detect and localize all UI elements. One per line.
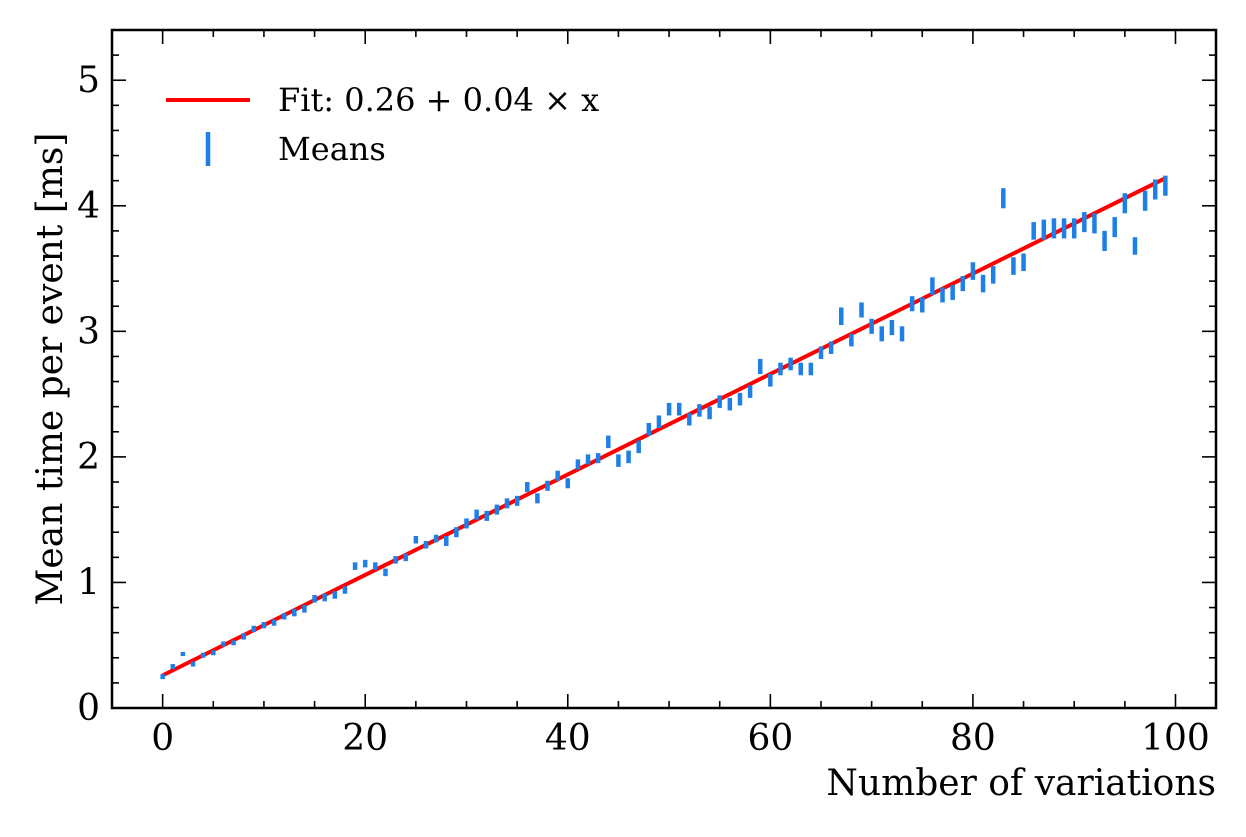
x-axis-title: Number of variations — [826, 763, 1216, 804]
y-axis-title: Mean time per event [ms] — [30, 133, 71, 606]
x-tick-label: 100 — [1141, 718, 1210, 759]
fit-line — [161, 176, 1167, 678]
plot-frame — [110, 28, 1218, 710]
legend-fit-label: Fit: 0.26 + 0.04 × x — [278, 81, 599, 119]
y-tick-label: 2 — [77, 437, 100, 478]
x-tick-label: 40 — [545, 718, 591, 759]
fit-layer — [161, 176, 1167, 678]
x-tick-label: 80 — [950, 718, 996, 759]
x-tick-label: 20 — [342, 718, 388, 759]
y-tick-label: 0 — [77, 688, 100, 729]
y-tick-label: 4 — [77, 186, 100, 227]
tick-label-layer: 0 20 40 60 80 100 0 1 2 3 4 5 — [77, 60, 1210, 759]
x-tick-label: 60 — [747, 718, 793, 759]
legend: Fit: 0.26 + 0.04 × x Means — [166, 81, 599, 168]
errorbar-layer — [160, 175, 1168, 680]
y-tick-label: 1 — [77, 562, 100, 603]
legend-means-label: Means — [278, 130, 386, 168]
x-tick-label: 0 — [151, 718, 174, 759]
y-tick-label: 5 — [77, 60, 100, 101]
y-tick-label: 3 — [77, 311, 100, 352]
